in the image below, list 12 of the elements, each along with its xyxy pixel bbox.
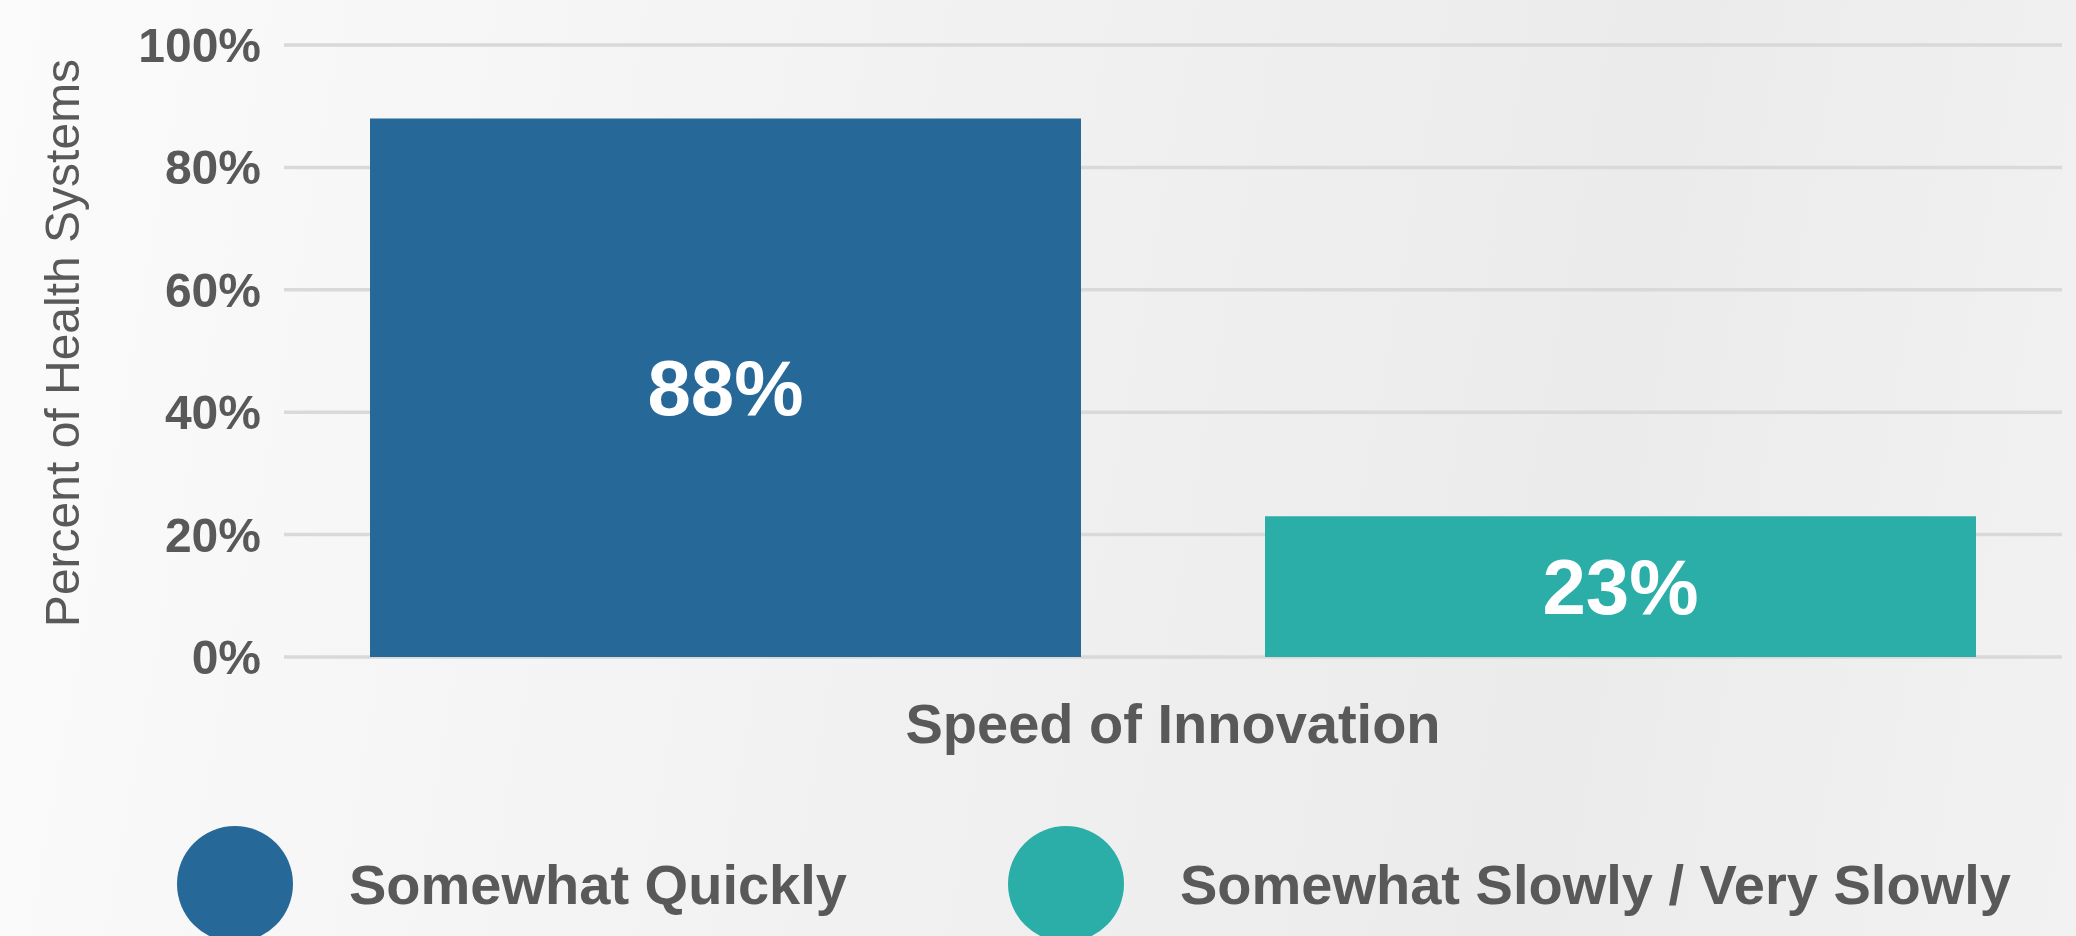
data-label: 23% <box>1542 542 1699 631</box>
y-tick-label: 60% <box>164 263 261 317</box>
y-tick-label: 100% <box>138 19 261 73</box>
y-tick-label: 80% <box>164 141 261 195</box>
data-label: 88% <box>647 343 804 432</box>
y-tick-label: 20% <box>164 508 261 562</box>
x-tick-label: Speed of Innovation <box>905 691 1441 755</box>
y-tick-label: 40% <box>164 386 261 440</box>
legend-label: Somewhat Slowly / Very Slowly <box>1179 851 2011 917</box>
legend-label: Somewhat Quickly <box>349 851 847 917</box>
y-tick-label: 0% <box>191 631 261 685</box>
y-axis-title: Percent of Health Systems <box>35 58 89 628</box>
